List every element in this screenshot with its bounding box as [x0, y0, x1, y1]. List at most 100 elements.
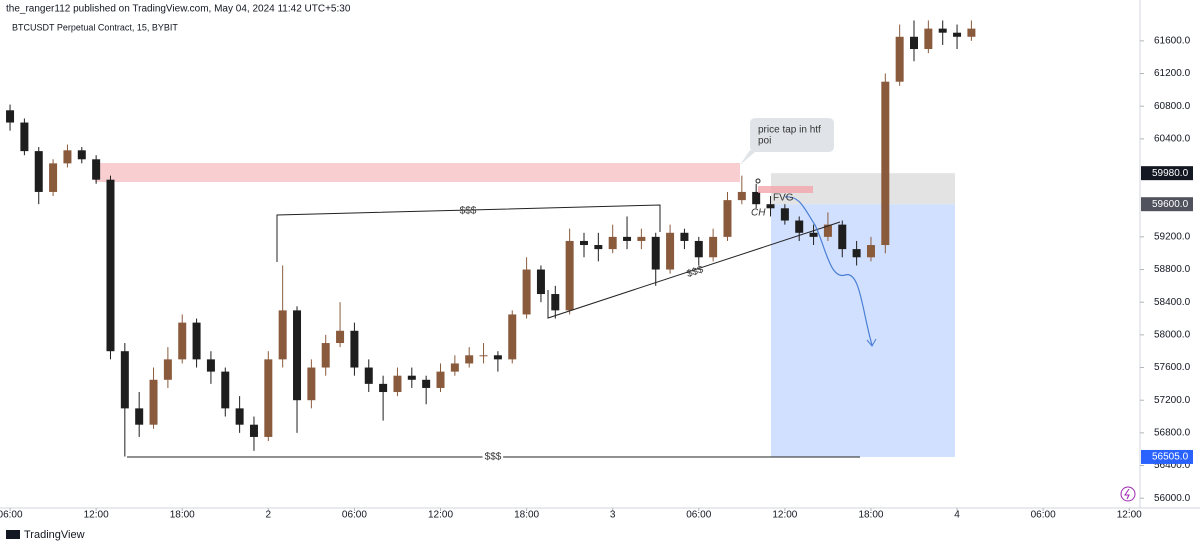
x-tick-label: 3 — [610, 510, 616, 521]
y-tick-label: 56400.0 — [1154, 460, 1191, 471]
candle — [694, 236, 703, 266]
candle-body — [694, 240, 703, 258]
y-tick-label: 57200.0 — [1154, 395, 1191, 406]
candle — [737, 175, 746, 205]
candle-body — [565, 240, 574, 311]
alert-icon[interactable] — [1120, 486, 1136, 502]
candle — [422, 375, 431, 405]
candle-body — [20, 122, 29, 152]
candle-body — [838, 224, 847, 250]
candle — [594, 232, 603, 262]
candle-body — [407, 375, 416, 380]
brand-logo — [6, 530, 20, 539]
candle-body — [881, 81, 890, 246]
candle — [623, 216, 632, 250]
supply-zone — [95, 163, 740, 182]
candle-body — [135, 408, 144, 425]
candle — [938, 20, 947, 45]
candle-body — [579, 240, 588, 246]
publish-info: the_ranger112 published on TradingView.c… — [6, 4, 351, 15]
candle — [336, 302, 345, 348]
candle — [293, 306, 302, 433]
candle — [579, 232, 588, 258]
candle-body — [49, 163, 58, 192]
projection-arrow — [784, 196, 873, 346]
candle-body — [178, 322, 187, 360]
candle — [393, 367, 402, 397]
candle — [92, 155, 101, 184]
candle-body — [623, 236, 632, 241]
candle — [77, 147, 86, 164]
y-tick-label: 58000.0 — [1154, 330, 1191, 341]
x-tick-label: 18:00 — [514, 510, 539, 521]
candle — [924, 20, 933, 54]
candle-body — [63, 150, 72, 164]
symbol-info: BTCUSDT Perpetual Contract, 15, BYBIT — [12, 22, 178, 32]
y-tick-label: 58800.0 — [1154, 264, 1191, 275]
x-tick-label: 06:00 — [686, 510, 711, 521]
y-tick-label: 60400.0 — [1154, 134, 1191, 145]
candle — [651, 232, 660, 286]
candle — [49, 159, 58, 197]
callout-text: poi — [758, 136, 771, 147]
candle — [321, 334, 330, 376]
candle — [637, 228, 646, 250]
candle-body — [77, 150, 86, 160]
callout-box — [750, 118, 834, 152]
candle-body — [436, 371, 445, 388]
candle-body — [293, 310, 302, 401]
candle — [723, 191, 732, 241]
candle — [206, 351, 215, 384]
candle-body — [422, 379, 431, 388]
candle — [465, 347, 474, 368]
candle-body — [723, 200, 732, 237]
candle — [565, 228, 574, 315]
candle-body — [34, 151, 43, 192]
candle — [752, 183, 761, 209]
candle-body — [493, 355, 502, 360]
candle — [235, 396, 244, 433]
candle — [163, 347, 172, 388]
candle — [910, 20, 919, 62]
y-tick-label: 61600.0 — [1154, 36, 1191, 47]
price-label-bg — [1141, 166, 1193, 181]
candle-body — [737, 191, 746, 201]
target-zone — [771, 204, 955, 457]
candle — [407, 367, 416, 388]
candle — [450, 355, 459, 376]
candle-body — [866, 245, 875, 258]
candle-body — [608, 236, 617, 250]
candle-body — [594, 245, 603, 250]
x-tick-label: 06:00 — [342, 510, 367, 521]
candle-body — [795, 220, 804, 233]
zones — [95, 163, 955, 457]
candle — [63, 144, 72, 168]
candle — [307, 359, 316, 409]
candle-body — [206, 359, 215, 372]
candle — [536, 265, 545, 303]
candle — [120, 343, 129, 457]
liquidity-label: $$$ — [685, 264, 705, 280]
price-label-bg — [1141, 449, 1193, 464]
logo-mark — [6, 530, 20, 539]
candle — [680, 228, 689, 250]
candle — [809, 224, 818, 246]
candle-body — [536, 269, 545, 295]
candle-body — [163, 359, 172, 380]
y-tick-label: 61200.0 — [1154, 68, 1191, 79]
candle-body — [6, 110, 15, 123]
candle — [249, 416, 258, 451]
candle-body — [522, 269, 531, 315]
x-tick-label: 12:00 — [772, 510, 797, 521]
candle — [436, 363, 445, 393]
y-tick-label: 58400.0 — [1154, 297, 1191, 308]
candle-body — [450, 363, 459, 372]
x-tick-label: 12:00 — [428, 510, 453, 521]
candle-body — [149, 379, 158, 425]
candle — [709, 228, 718, 262]
y-tick-label: 59200.0 — [1154, 232, 1191, 243]
choch-label: CH — [751, 208, 766, 219]
candle-body — [278, 310, 287, 360]
candle-body — [92, 159, 101, 180]
